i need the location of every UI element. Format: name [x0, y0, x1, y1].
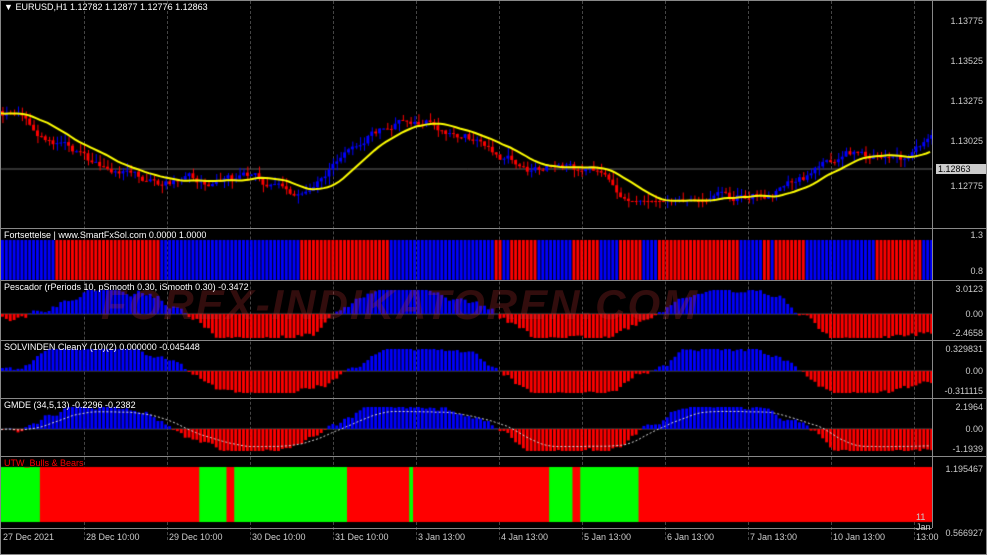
gmde-y-axis: 2.19640.00-1.1939 [932, 399, 986, 456]
price-y-axis: 1.137751.135251.132751.130251.128631.127… [932, 1, 986, 228]
fortsettelse-panel: Fortsettelse | www.SmartFxSol.com 0.0000… [1, 229, 986, 281]
solvinden-panel: SOLVINDEN CleanY (10)(2) 0.000000 -0.045… [1, 341, 986, 399]
x-axis: 27 Dec 202128 Dec 10:0029 Dec 10:0030 De… [1, 528, 932, 542]
symbol-header: ▼ EURUSD,H1 1.12782 1.12877 1.12776 1.12… [4, 2, 208, 12]
pescador-panel: Pescador (rPeriods 10, pSmooth 0.30, iSm… [1, 281, 986, 341]
gmde-panel: GMDE (34,5,13) -0.2296 -0.2382 2.19640.0… [1, 399, 986, 457]
gmde-label: GMDE (34,5,13) -0.2296 -0.2382 [4, 400, 136, 410]
symbol-text: EURUSD,H1 [15, 2, 67, 12]
utw-label: UTW_Bulls & Bears [4, 458, 84, 468]
solvinden-label: SOLVINDEN CleanY (10)(2) 0.000000 -0.045… [4, 342, 200, 352]
utw-panel: UTW_Bulls & Bears 1.1954670.566927 27 De… [1, 457, 986, 542]
arrow-icon: ▼ [4, 2, 13, 12]
utw-plot[interactable] [1, 457, 932, 528]
pescador-y-axis: 3.01230.00-2.4658 [932, 281, 986, 340]
fortsettelse-y-axis: 1.30.8 [932, 229, 986, 280]
ohlc-text: 1.12782 1.12877 1.12776 1.12863 [70, 2, 208, 12]
gmde-plot[interactable] [1, 399, 932, 456]
solvinden-y-axis: 0.3298310.00-0.311115 [932, 341, 986, 398]
pescador-label: Pescador (rPeriods 10, pSmooth 0.30, iSm… [4, 282, 249, 292]
price-plot[interactable] [1, 1, 932, 228]
chart-container[interactable]: ▼ EURUSD,H1 1.12782 1.12877 1.12776 1.12… [0, 0, 987, 555]
fortsettelse-label: Fortsettelse | www.SmartFxSol.com 0.0000… [4, 230, 206, 240]
price-panel: ▼ EURUSD,H1 1.12782 1.12877 1.12776 1.12… [1, 1, 986, 229]
utw-y-axis: 1.1954670.566927 [932, 457, 986, 528]
